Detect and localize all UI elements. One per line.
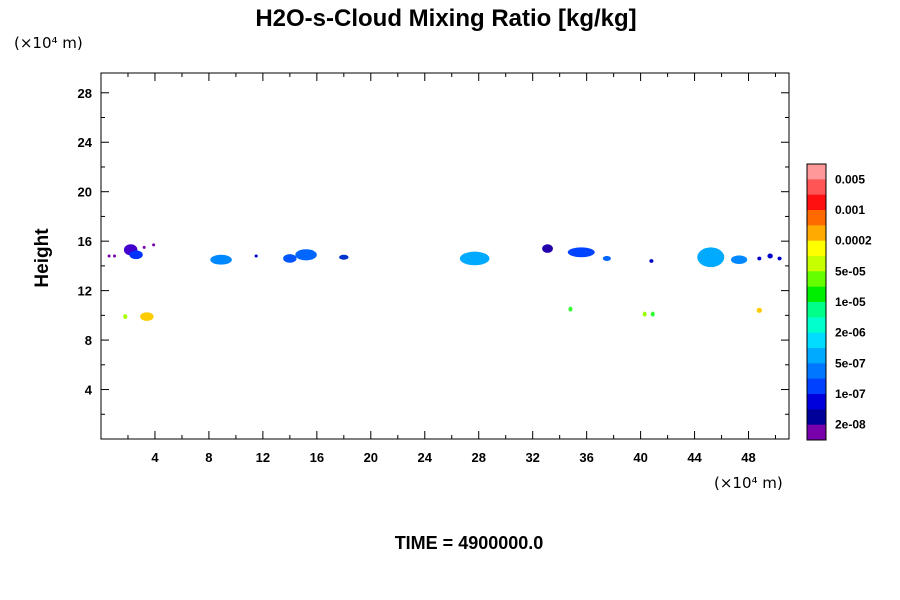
cloud-feature	[140, 312, 154, 321]
colorbar-segment	[807, 317, 826, 334]
y-tick-label: 8	[85, 333, 92, 348]
cloud-feature	[254, 254, 258, 258]
colorbar-label: 2e-06	[835, 326, 866, 340]
colorbar-segment	[807, 179, 826, 196]
cloud-feature	[107, 254, 111, 258]
x-tick-label: 8	[205, 450, 212, 465]
colorbar-segment	[807, 225, 826, 242]
colorbar-segment	[807, 378, 826, 395]
cloud-feature	[642, 311, 647, 317]
colorbar-segment	[807, 286, 826, 303]
colorbar-label: 0.0002	[835, 234, 872, 248]
cloud-feature	[123, 314, 128, 320]
colorbar-label: 1e-07	[835, 387, 866, 401]
cloud-feature	[730, 255, 748, 265]
time-label: TIME = 4900000.0	[395, 533, 544, 553]
cloud-feature	[649, 259, 654, 263]
cloud-feature	[129, 250, 143, 260]
colorbar-label: 1e-05	[835, 295, 866, 309]
x-tick-label: 24	[418, 450, 433, 465]
y-tick-label: 16	[78, 234, 92, 249]
colorbar-segment	[807, 256, 826, 272]
colorbar-segment	[807, 302, 826, 318]
y-tick-label: 12	[78, 284, 92, 299]
x-tick-label: 48	[741, 450, 755, 465]
x-tick-label: 32	[525, 450, 539, 465]
cloud-feature	[339, 254, 349, 260]
cloud-feature	[112, 254, 116, 258]
cloud-feature	[567, 247, 595, 258]
x-tick-label: 20	[364, 450, 378, 465]
cloud-feature	[767, 253, 773, 259]
cloud-feature	[142, 245, 146, 249]
colorbar-segment	[807, 409, 826, 426]
colorbar-segment	[807, 424, 826, 441]
colorbar-frame	[806, 163, 827, 441]
colorbar-segment	[807, 271, 826, 288]
y-tick-label: 20	[78, 185, 92, 200]
cloud-feature	[602, 255, 611, 261]
colorbar-segment	[807, 194, 826, 211]
colorbar-segment	[807, 394, 826, 410]
cloud-feature	[152, 243, 156, 247]
x-tick-label: 28	[471, 450, 485, 465]
x-tick-label: 44	[687, 450, 702, 465]
cloud-features	[107, 243, 782, 321]
y-tick-label: 24	[78, 135, 93, 150]
colorbar-segment	[807, 348, 826, 364]
x-tick-label: 12	[256, 450, 270, 465]
colorbar-segment	[807, 240, 826, 257]
x-tick-label: 16	[310, 450, 324, 465]
colorbar-label: 5e-07	[835, 356, 866, 370]
colorbar-segment	[807, 210, 826, 226]
cloud-feature	[283, 254, 297, 263]
x-unit-label: (×10⁴ m)	[714, 474, 783, 492]
colorbar-label: 2e-08	[835, 418, 866, 432]
y-axis-title: Height	[32, 228, 53, 288]
cloud-feature	[459, 251, 490, 266]
cloud-feature	[777, 256, 782, 261]
cloud-feature	[756, 307, 763, 313]
y-tick-label: 4	[85, 383, 93, 398]
cloud-feature	[697, 247, 725, 268]
y-unit-label: (×10⁴ m)	[14, 34, 83, 52]
colorbar-segment	[807, 164, 826, 180]
cloud-feature	[757, 256, 762, 261]
colorbar-segment	[807, 363, 826, 380]
cloud-feature	[295, 249, 317, 261]
cloud-feature	[568, 306, 573, 312]
colorbar-segment	[807, 332, 826, 349]
colorbar-label: 5e-05	[835, 264, 866, 278]
x-tick-label: 36	[579, 450, 593, 465]
cloud-feature	[650, 311, 655, 317]
x-tick-label: 4	[151, 450, 159, 465]
colorbar-label: 0.005	[835, 172, 865, 186]
cloud-feature	[210, 254, 232, 265]
chart-title: H2O-s-Cloud Mixing Ratio [kg/kg]	[255, 5, 636, 32]
colorbar-label: 0.001	[835, 203, 865, 217]
plot-frame	[100, 72, 790, 440]
x-tick-label: 40	[633, 450, 647, 465]
colorbar: 0.005 0.001 0.0002 5e-05 1e-05 2e-06 5e-07 1e-0…	[806, 163, 872, 441]
cloud-feature	[542, 244, 553, 253]
y-tick-label: 28	[78, 86, 92, 101]
